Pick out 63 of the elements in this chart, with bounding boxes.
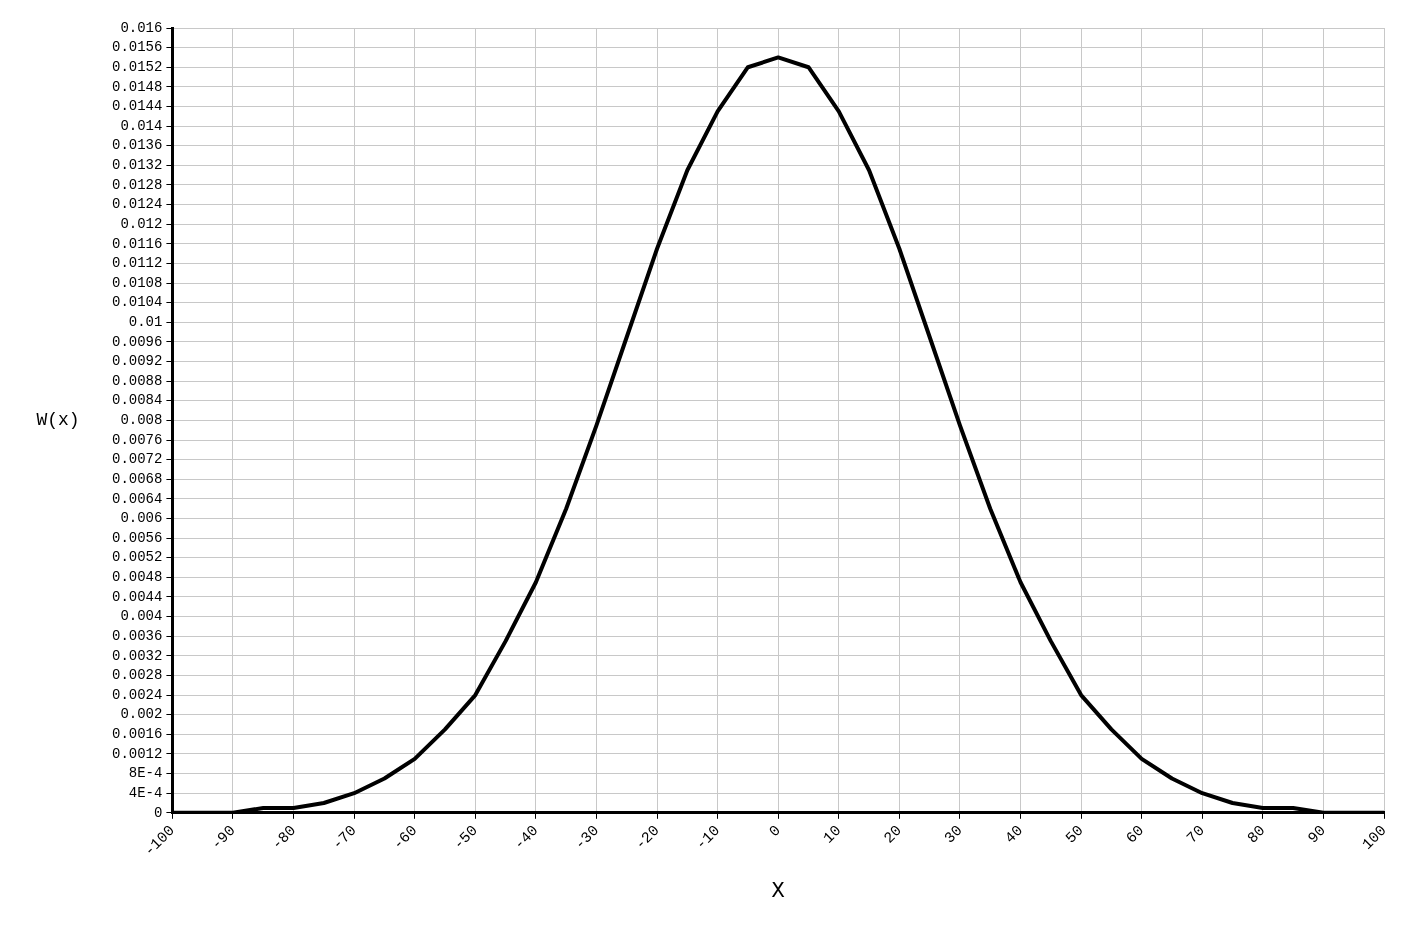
y-tick-label: 0.0024 — [111, 686, 163, 703]
y-tick-label: 0.0032 — [111, 647, 163, 664]
y-tick-label: 0.0036 — [111, 627, 163, 644]
y-tick-label: 0.0064 — [111, 490, 163, 507]
y-tick-label: 0.0088 — [111, 372, 163, 389]
x-tick-label: -60 — [389, 822, 422, 854]
y-tick-label: 0 — [154, 804, 163, 821]
x-axis-title: X — [771, 878, 785, 904]
x-tick-label: 0 — [766, 822, 785, 841]
y-tick-label: 0.0048 — [111, 569, 163, 586]
x-tick-label: -20 — [632, 822, 664, 854]
x-tick-label: 70 — [1183, 822, 1209, 848]
y-tick-label: 0.0156 — [111, 39, 163, 56]
y-tick-label: 0.0044 — [111, 588, 163, 605]
x-tick-label: 20 — [880, 822, 906, 848]
y-tick-label: 0.0072 — [111, 451, 163, 468]
x-tick-label: -50 — [450, 822, 482, 854]
y-tick-label: 8E-4 — [128, 765, 163, 782]
x-tick-label: -90 — [208, 822, 240, 854]
y-tick-label: 0.0144 — [111, 98, 163, 115]
y-tick-label: 0.0016 — [111, 726, 163, 743]
y-tick-label: 0.0128 — [111, 176, 163, 193]
y-tick-label: 0.0096 — [111, 333, 163, 350]
y-tick-label: 0.004 — [120, 608, 163, 625]
y-tick-label: 0.0104 — [111, 294, 163, 311]
y-tick-label: 0.0012 — [111, 745, 163, 762]
x-tick-label: 80 — [1244, 822, 1270, 848]
y-tick-label: 0.0068 — [111, 470, 163, 487]
y-tick-label: 0.0136 — [111, 137, 163, 154]
y-tick-label: 0.0084 — [111, 392, 163, 409]
y-tick-label: 0.0116 — [111, 235, 163, 252]
y-tick-label: 0.0056 — [111, 529, 163, 546]
x-tick-label: 90 — [1305, 822, 1330, 848]
y-tick-label: 0.0092 — [111, 353, 163, 370]
y-tick-label: 0.01 — [128, 314, 163, 331]
x-tick-label: 10 — [820, 822, 846, 848]
x-tick-label: -70 — [329, 822, 361, 854]
y-tick-label: 0.002 — [120, 706, 163, 723]
x-tick-label: -30 — [571, 822, 603, 854]
y-tick-label: 0.008 — [120, 412, 163, 429]
x-tick-label: -40 — [511, 822, 543, 854]
y-tick-label: 0.0152 — [111, 58, 163, 75]
y-tick-label: 0.0076 — [111, 431, 163, 448]
x-tick-label: 40 — [1002, 822, 1027, 848]
x-tick-label: 30 — [941, 822, 967, 848]
y-tick-label: 4E-4 — [128, 784, 163, 801]
x-tick-label: -80 — [268, 822, 300, 854]
x-tick-label: -10 — [692, 822, 724, 854]
y-tick-label: 0.014 — [120, 117, 163, 134]
y-tick-label: 0.0028 — [111, 667, 163, 684]
y-tick-label: 0.0052 — [111, 549, 163, 566]
x-tick-label: 60 — [1123, 822, 1149, 848]
y-tick-label: 0.0132 — [111, 157, 163, 174]
y-tick-label: 0.0112 — [111, 255, 163, 272]
x-tick-label: 100 — [1359, 822, 1391, 854]
x-tick-label: 50 — [1062, 822, 1088, 848]
y-axis-title: W(x) — [36, 410, 80, 431]
y-tick-label: 0.006 — [120, 510, 163, 527]
y-tick-label: 0.012 — [120, 215, 163, 232]
y-tick-label: 0.0108 — [111, 274, 163, 291]
y-tick-label: 0.016 — [120, 19, 163, 36]
y-tick-label: 0.0148 — [111, 78, 163, 95]
y-tick-label: 0.0124 — [111, 196, 163, 213]
